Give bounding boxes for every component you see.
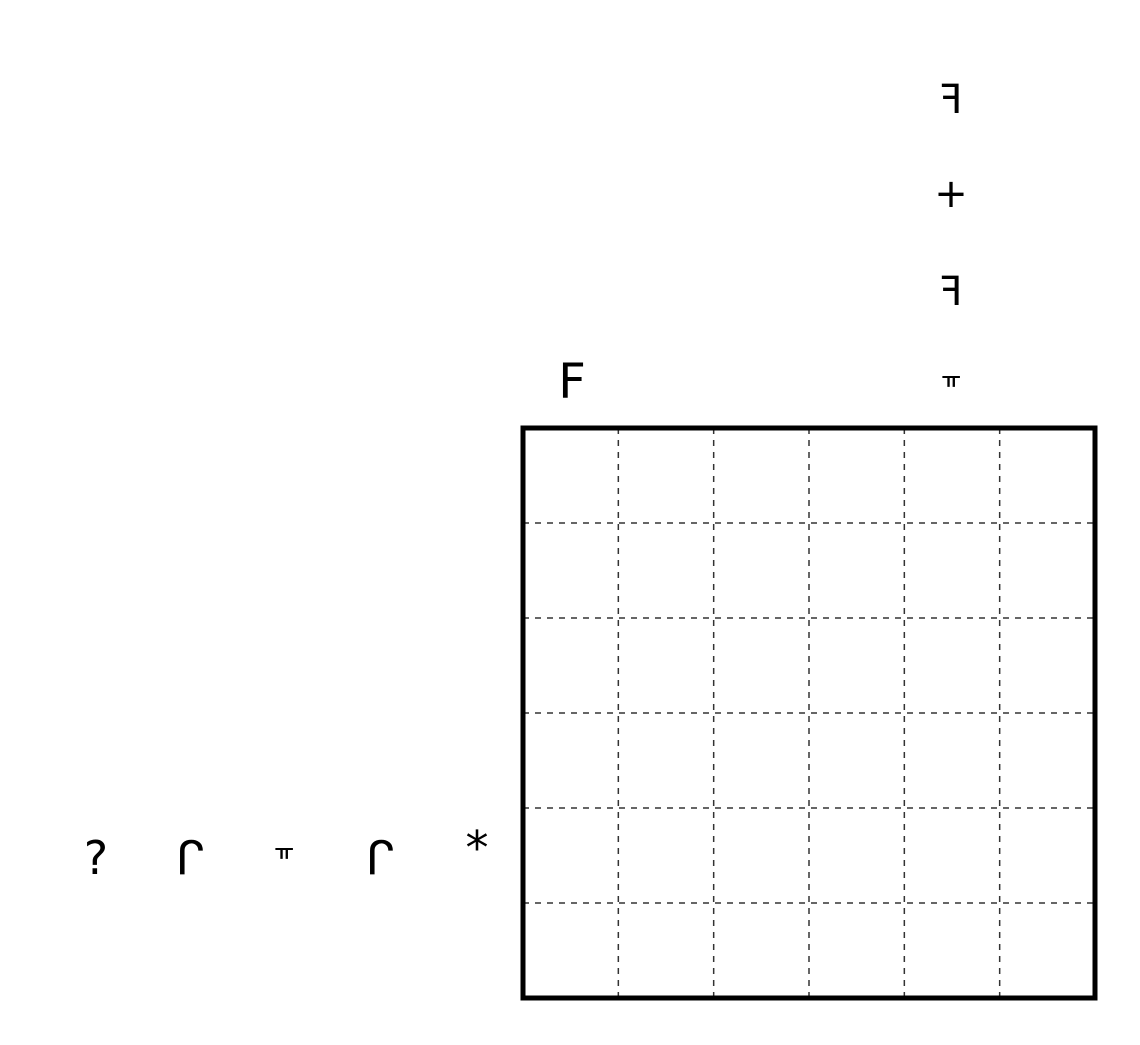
grid-cell[interactable] bbox=[523, 713, 618, 808]
grid-cell[interactable] bbox=[714, 903, 809, 998]
row-clue: ᒋ bbox=[175, 831, 205, 885]
grid-cell[interactable] bbox=[523, 903, 618, 998]
grid-cell[interactable] bbox=[1000, 428, 1095, 523]
column-clue: ꟻ bbox=[939, 269, 963, 315]
column-clue: ᚂ bbox=[942, 362, 960, 390]
grid-cell[interactable] bbox=[618, 808, 713, 903]
grid-cell[interactable] bbox=[714, 618, 809, 713]
grid-cell[interactable] bbox=[618, 713, 713, 808]
grid-cell[interactable] bbox=[1000, 523, 1095, 618]
column-clue: ꟻ bbox=[939, 77, 963, 123]
grid-cell[interactable] bbox=[809, 618, 904, 713]
grid-cell[interactable] bbox=[523, 618, 618, 713]
grid-cell[interactable] bbox=[809, 713, 904, 808]
grid-cell[interactable] bbox=[618, 618, 713, 713]
grid-cell[interactable] bbox=[523, 428, 618, 523]
grid-cell[interactable] bbox=[904, 618, 999, 713]
row-clue: ᒋ bbox=[365, 831, 395, 885]
corner-label: F bbox=[558, 354, 586, 410]
grid-cell[interactable] bbox=[523, 808, 618, 903]
grid-cell[interactable] bbox=[1000, 713, 1095, 808]
grid-cell[interactable] bbox=[714, 808, 809, 903]
grid-cell[interactable] bbox=[904, 808, 999, 903]
grid-cell[interactable] bbox=[809, 808, 904, 903]
grid-cell[interactable] bbox=[714, 523, 809, 618]
grid-cell[interactable] bbox=[618, 903, 713, 998]
grid-cell[interactable] bbox=[904, 713, 999, 808]
grid-cell[interactable] bbox=[904, 523, 999, 618]
grid-cell[interactable] bbox=[904, 903, 999, 998]
grid-cell[interactable] bbox=[809, 523, 904, 618]
grid-cell[interactable] bbox=[714, 713, 809, 808]
column-clue: + bbox=[934, 171, 968, 217]
grid-cell[interactable] bbox=[809, 428, 904, 523]
grid-cell[interactable] bbox=[904, 428, 999, 523]
grid-cell[interactable] bbox=[1000, 808, 1095, 903]
row-clue: ᚂ bbox=[275, 834, 293, 862]
grid-border bbox=[520, 425, 1098, 1001]
grid-cell[interactable] bbox=[618, 428, 713, 523]
grid-cell[interactable] bbox=[1000, 618, 1095, 713]
grid-cell[interactable] bbox=[714, 428, 809, 523]
grid-cell[interactable] bbox=[809, 903, 904, 998]
grid-cell[interactable] bbox=[523, 523, 618, 618]
row-clue: * bbox=[465, 821, 489, 875]
row-clue: ? bbox=[83, 831, 109, 885]
grid-cell[interactable] bbox=[618, 523, 713, 618]
grid-cell[interactable] bbox=[1000, 903, 1095, 998]
